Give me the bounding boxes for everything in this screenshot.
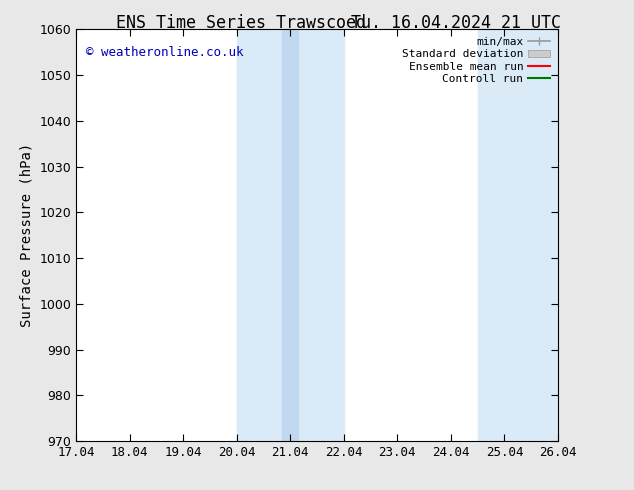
Bar (282, 29, 298, 441)
Bar (477, 29, 558, 441)
Text: ENS Time Series Trawscoed: ENS Time Series Trawscoed (116, 14, 366, 32)
Y-axis label: Surface Pressure (hPa): Surface Pressure (hPa) (20, 143, 34, 327)
Legend: min/max, Standard deviation, Ensemble mean run, Controll run: min/max, Standard deviation, Ensemble me… (400, 35, 552, 86)
Text: © weatheronline.co.uk: © weatheronline.co.uk (86, 46, 243, 59)
Text: Tu. 16.04.2024 21 UTC: Tu. 16.04.2024 21 UTC (351, 14, 562, 32)
Bar (236, 29, 344, 441)
